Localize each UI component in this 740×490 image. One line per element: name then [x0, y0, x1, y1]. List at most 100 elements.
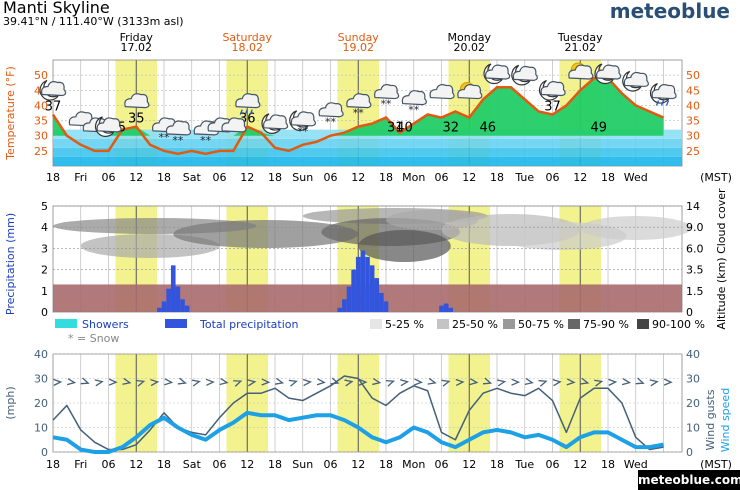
- temperature-tick-right: 30: [686, 130, 700, 143]
- wind-speed-line: [52, 410, 664, 454]
- temperature-axis-label: Temperature (°F): [4, 66, 17, 161]
- wind-direction-arrow: [358, 378, 368, 386]
- day-name-label: Tuesday: [557, 31, 603, 44]
- wind-direction-arrow: [150, 378, 160, 387]
- cloud-legend-swatch: [568, 319, 580, 329]
- altitude-tick: 9.0: [686, 221, 704, 234]
- sun-cloud-icon: [457, 82, 483, 100]
- time-tick-label: 18: [601, 171, 615, 184]
- time-tick-label: 18: [157, 171, 171, 184]
- precipitation-bar: [166, 288, 171, 312]
- snowflake-glyph: **: [200, 134, 212, 147]
- cloud-shape: [401, 90, 427, 106]
- day-date-label: 21.02: [565, 41, 597, 54]
- wind-tick-left: 10: [34, 422, 48, 435]
- temperature-value-label: 35: [128, 112, 145, 127]
- brand-logo: meteoblue: [609, 0, 730, 23]
- wind-direction-arrow: [177, 377, 187, 385]
- wind-direction-arrow: [385, 379, 396, 387]
- time-tick-label: 18: [157, 458, 171, 471]
- moon-cloud-icon: [594, 63, 622, 85]
- cloud-shape: [235, 93, 261, 109]
- precipitation-bar: [175, 286, 181, 312]
- wind-direction-arrow: [136, 379, 146, 387]
- cloud-legend-label: 25-50 %: [452, 318, 498, 331]
- precipitation-bar: [383, 301, 389, 312]
- precipitation-bar: [170, 265, 176, 312]
- precipitation-bar: [374, 278, 380, 312]
- wind-direction-arrow: [580, 377, 590, 385]
- cloud-shape: [96, 117, 122, 133]
- cloud-icon: [124, 93, 150, 109]
- temperature-value-label: 32: [442, 121, 459, 136]
- precipitation-bar: [337, 307, 343, 312]
- time-tick-label: 18: [379, 458, 393, 471]
- cloud-shape: [124, 93, 150, 109]
- wind-direction-arrow: [621, 378, 632, 386]
- time-tick-label: 18: [490, 458, 504, 471]
- cloud-legend-label: 75-90 %: [583, 318, 629, 331]
- time-tick-label: 12: [462, 458, 476, 471]
- cloud-cover-axis-label: Altitude (km) Cloud cover: [715, 188, 728, 330]
- wind-direction-arrow: [66, 378, 77, 386]
- cloud-shape: [457, 84, 483, 100]
- time-tick-label: Sun: [292, 171, 313, 184]
- precipitation-bar: [379, 292, 384, 312]
- time-tick-label: 06: [546, 458, 560, 471]
- moon-cloud-icon: [39, 79, 67, 101]
- snow-legend-label: * = Snow: [68, 332, 119, 345]
- wind-direction-arrow: [496, 379, 507, 387]
- wind-direction-arrow: [205, 378, 215, 386]
- location-title: Manti Skyline: [3, 0, 110, 17]
- temperature-value-label: 49: [590, 121, 607, 136]
- wind-direction-arrow: [455, 378, 465, 387]
- showers-legend-swatch: [55, 319, 77, 328]
- wind-direction-arrow: [413, 378, 424, 386]
- precipitation-tick: 3: [41, 242, 48, 255]
- time-zone-label: (MST): [700, 458, 732, 471]
- snow-icon: **: [318, 102, 344, 129]
- precipitation-bar: [365, 256, 370, 312]
- precipitation-bar: [161, 301, 167, 312]
- time-tick-label: 18: [46, 458, 60, 471]
- time-tick-label: 12: [462, 171, 476, 184]
- wind-direction-arrow: [191, 379, 201, 387]
- snow-icon: **: [401, 90, 427, 117]
- total-precip-legend-swatch: [165, 319, 187, 328]
- time-tick-label: 18: [46, 171, 60, 184]
- moon-rain-icon: [649, 82, 677, 106]
- time-tick-label: 06: [546, 171, 560, 184]
- time-tick-label: 12: [351, 171, 365, 184]
- cold-band: [53, 147, 682, 157]
- temperature-tick-right: 40: [686, 99, 700, 112]
- temperature-tick-left: 40: [34, 99, 48, 112]
- wind-direction-arrow: [552, 379, 562, 387]
- temperature-value-label: 40: [396, 121, 413, 136]
- precipitation-tick: 1: [41, 285, 48, 298]
- wind-direction-arrow: [164, 378, 174, 386]
- temperature-value-label: 37: [544, 100, 561, 115]
- snowflake-glyph: **: [353, 107, 365, 120]
- wind-direction-arrow: [53, 378, 63, 386]
- wind-direction-arrow: [649, 379, 659, 387]
- cloud-legend-swatch: [437, 319, 449, 329]
- precipitation-panel: 0 1 2 3 4 5 0 1.5 3.5 6.0 9.0 14 Precipitation (mm) A…: [4, 188, 728, 345]
- temperature-warm-area: [53, 78, 664, 136]
- wind-tick-left: 20: [34, 397, 48, 410]
- footer-brand: meteoblue.com: [638, 470, 740, 490]
- time-tick-label: 06: [435, 458, 449, 471]
- cloud-icon: [221, 117, 247, 133]
- cloud-cover-blob: [173, 220, 359, 248]
- precipitation-tick: 2: [41, 264, 48, 277]
- cold-band: [53, 138, 682, 148]
- temperature-tick-right: 45: [686, 84, 700, 97]
- moon-cloud-icon: [94, 116, 122, 137]
- cloud-shape: [651, 84, 677, 100]
- time-tick-label: 18: [268, 171, 282, 184]
- temperature-value-label: 37: [45, 100, 62, 115]
- wind-direction-arrow: [274, 377, 285, 385]
- moon-cloud-icon: [511, 64, 538, 86]
- precipitation-bar: [157, 307, 162, 312]
- cloud-shape: [568, 64, 594, 80]
- altitude-tick: 1.5: [686, 285, 704, 298]
